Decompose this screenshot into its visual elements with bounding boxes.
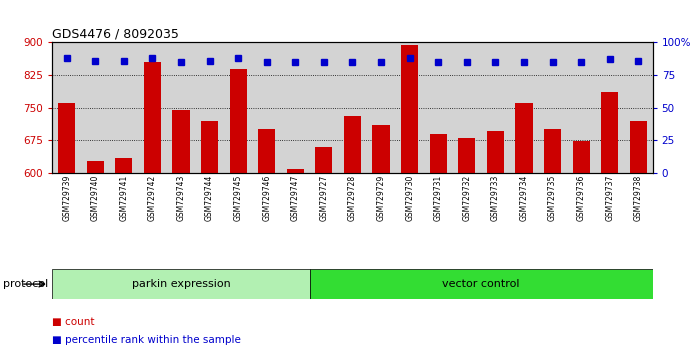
Bar — [172, 110, 190, 173]
Bar — [201, 121, 218, 173]
Text: GSM729741: GSM729741 — [119, 175, 128, 221]
Text: vector control: vector control — [443, 279, 520, 289]
Text: ■ percentile rank within the sample: ■ percentile rank within the sample — [52, 335, 242, 345]
Bar — [459, 138, 475, 173]
Text: GSM729739: GSM729739 — [62, 175, 71, 221]
Text: GSM729736: GSM729736 — [577, 175, 586, 221]
Bar — [630, 121, 647, 173]
Text: GSM729746: GSM729746 — [262, 175, 272, 221]
Text: GSM729745: GSM729745 — [234, 175, 243, 221]
Bar — [373, 125, 389, 173]
Bar — [258, 129, 275, 173]
Text: ■ count: ■ count — [52, 317, 95, 327]
Bar — [544, 129, 561, 173]
Text: GSM729738: GSM729738 — [634, 175, 643, 221]
Bar — [310, 269, 653, 299]
Text: GSM729727: GSM729727 — [320, 175, 328, 221]
Bar — [515, 103, 533, 173]
Text: GSM729730: GSM729730 — [405, 175, 414, 221]
Text: parkin expression: parkin expression — [132, 279, 230, 289]
Bar — [430, 134, 447, 173]
Bar — [58, 103, 75, 173]
Bar — [401, 45, 418, 173]
Text: GSM729737: GSM729737 — [605, 175, 614, 221]
Bar — [315, 147, 332, 173]
Text: GSM729744: GSM729744 — [205, 175, 214, 221]
Text: GSM729734: GSM729734 — [519, 175, 528, 221]
Bar — [115, 158, 133, 173]
Bar — [601, 92, 618, 173]
Text: protocol: protocol — [3, 279, 49, 289]
Text: GSM729747: GSM729747 — [291, 175, 300, 221]
Text: GSM729729: GSM729729 — [377, 175, 385, 221]
Text: GSM729742: GSM729742 — [148, 175, 157, 221]
Text: GSM729732: GSM729732 — [462, 175, 471, 221]
Text: GSM729743: GSM729743 — [177, 175, 186, 221]
Text: GSM729733: GSM729733 — [491, 175, 500, 221]
Bar — [87, 161, 104, 173]
Bar — [52, 269, 310, 299]
Text: GDS4476 / 8092035: GDS4476 / 8092035 — [52, 28, 179, 41]
Bar — [230, 69, 246, 173]
Bar — [572, 142, 590, 173]
Bar — [344, 116, 361, 173]
Bar — [487, 131, 504, 173]
Text: GSM729740: GSM729740 — [91, 175, 100, 221]
Text: GSM729735: GSM729735 — [548, 175, 557, 221]
Bar — [287, 169, 304, 173]
Text: GSM729728: GSM729728 — [348, 175, 357, 221]
Bar — [144, 62, 161, 173]
Text: GSM729731: GSM729731 — [433, 175, 443, 221]
